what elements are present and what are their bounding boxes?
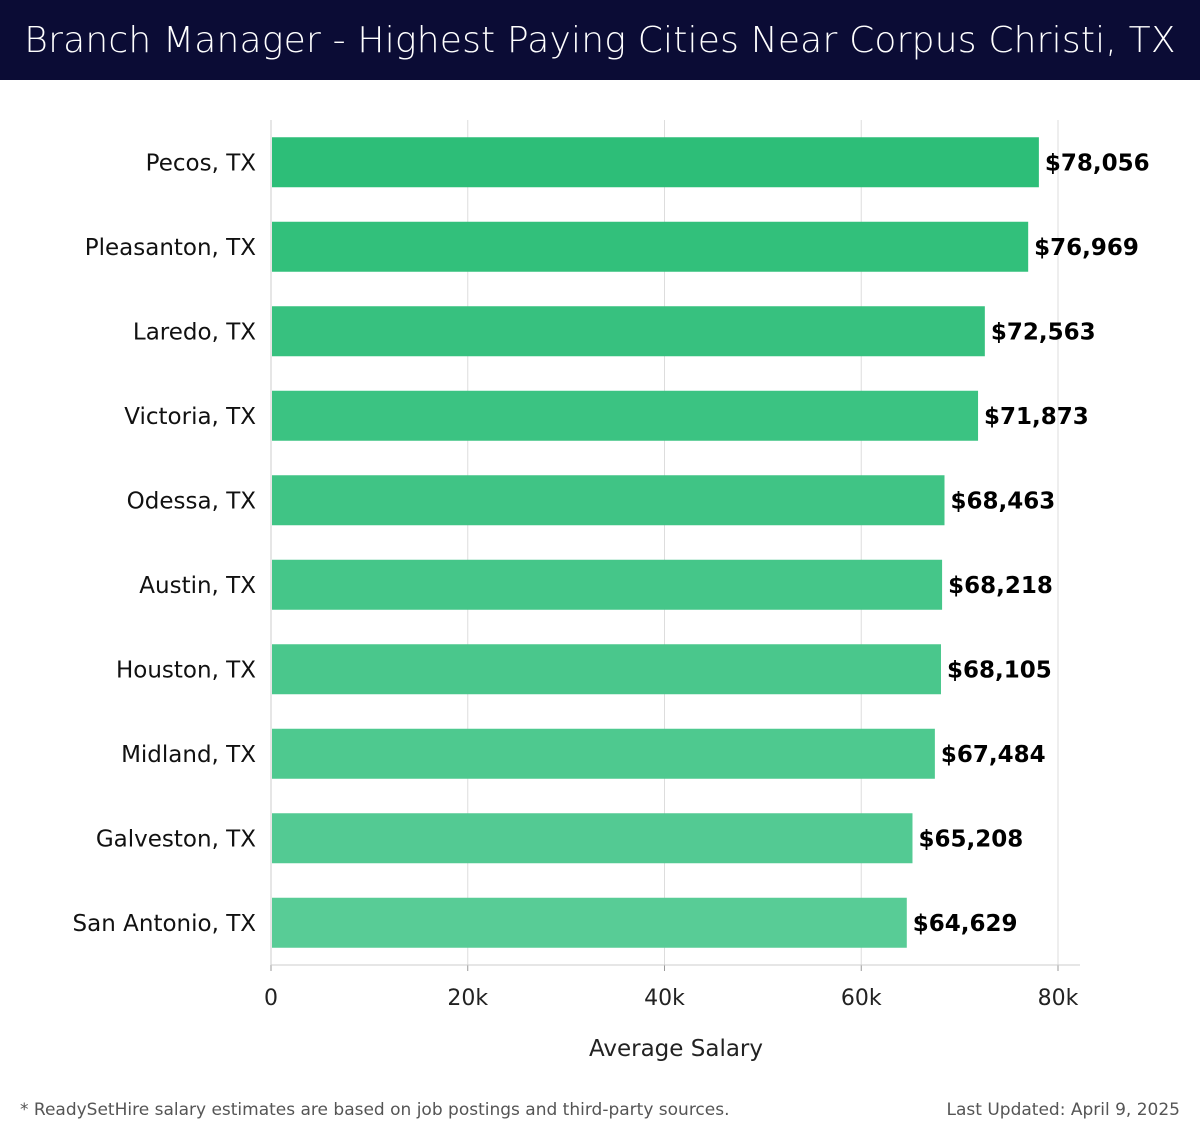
- category-label: San Antonio, TX: [73, 911, 257, 937]
- header-bar: Branch Manager - Highest Paying Cities N…: [0, 0, 1200, 80]
- value-label: $72,563: [991, 319, 1096, 345]
- bar: [272, 559, 943, 610]
- category-label: Austin, TX: [139, 573, 256, 599]
- bar: [272, 813, 913, 864]
- category-label: Galveston, TX: [96, 826, 256, 852]
- bar: [272, 728, 935, 779]
- x-tick-label: 80k: [1038, 986, 1079, 1011]
- x-tick-label: 40k: [644, 986, 685, 1011]
- footnote: * ReadySetHire salary estimates are base…: [20, 1100, 730, 1120]
- bar: [272, 390, 979, 441]
- bar: [272, 897, 907, 948]
- bar: [272, 475, 945, 526]
- category-label: Midland, TX: [121, 742, 256, 768]
- bar: [272, 306, 985, 357]
- x-axis-title: Average Salary: [589, 1036, 763, 1062]
- value-label: $68,105: [947, 657, 1052, 683]
- x-tick-label: 60k: [841, 986, 882, 1011]
- axes: 0 20k 40k 60k 80k: [264, 120, 1080, 1011]
- category-label: Laredo, TX: [133, 319, 256, 345]
- value-label: $76,969: [1034, 235, 1139, 261]
- value-label: $68,463: [951, 488, 1056, 514]
- bar: [272, 137, 1039, 188]
- bar: [272, 221, 1029, 272]
- salary-bar-chart: Pecos, TX $78,056 Pleasanton, TX $76,969 Lar…: [73, 120, 1150, 1062]
- bar: [272, 644, 941, 695]
- value-label: $68,218: [948, 573, 1053, 599]
- category-label: Pleasanton, TX: [85, 235, 256, 261]
- value-label: $78,056: [1045, 150, 1150, 176]
- page-title: Branch Manager - Highest Paying Cities N…: [24, 19, 1176, 61]
- footer: * ReadySetHire salary estimates are base…: [0, 1098, 1200, 1128]
- category-label: Pecos, TX: [146, 150, 257, 176]
- value-label: $64,629: [913, 911, 1018, 937]
- category-label: Victoria, TX: [124, 404, 256, 430]
- category-label: Odessa, TX: [127, 488, 257, 514]
- x-tick-label: 0: [264, 986, 278, 1011]
- last-updated: Last Updated: April 9, 2025: [946, 1100, 1180, 1120]
- bars: Pecos, TX $78,056 Pleasanton, TX $76,969 Lar…: [73, 137, 1150, 948]
- value-label: $67,484: [941, 742, 1046, 768]
- category-label: Houston, TX: [116, 657, 256, 683]
- x-tick-label: 20k: [447, 986, 488, 1011]
- value-label: $65,208: [918, 826, 1023, 852]
- value-label: $71,873: [984, 404, 1089, 430]
